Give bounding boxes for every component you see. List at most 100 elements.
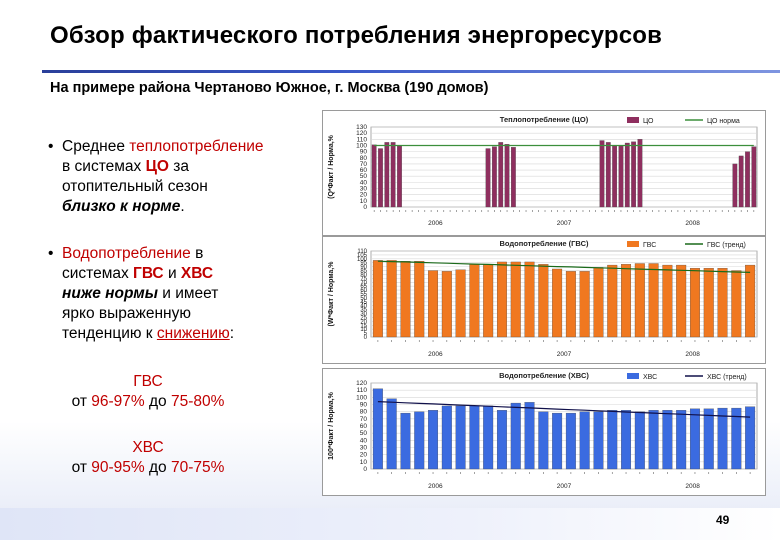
text-emphasis: близко к норме [62, 198, 181, 215]
y-axis-label: 100*Факт / Норма,% [328, 391, 335, 459]
bar [504, 144, 510, 208]
y-tick-label: 15 [360, 323, 367, 329]
legend-swatch [627, 117, 639, 123]
bar [631, 141, 636, 208]
y-axis-label: (W*Факт / Норма,% [328, 261, 335, 327]
text: за [168, 158, 190, 175]
y-tick-label: 80 [360, 272, 367, 278]
bar [372, 260, 383, 338]
bar [386, 398, 397, 470]
bar [648, 263, 659, 338]
bar [605, 142, 611, 208]
y-tick-label: 0 [363, 466, 367, 473]
gvs-from-value: 96-97% [91, 393, 145, 410]
text: от [71, 393, 92, 410]
bullet-line: Водопотребление в [62, 244, 234, 264]
chart-gvs-svg: 0510152025303540455055606570758085909510… [328, 239, 758, 358]
bar [593, 411, 604, 470]
bar [745, 151, 750, 208]
year-label: 2007 [557, 220, 572, 227]
legend-label: ХВС (тренд) [707, 374, 747, 381]
chart-heat: 0 10 20 30 40 50 60 70 80 90 100 110 120 130 (Q*Факт /… [322, 110, 766, 236]
text-highlight: снижению [156, 325, 230, 342]
legend-label: ГВС (тренд) [707, 242, 746, 249]
year-label: 2007 [557, 351, 572, 358]
gvs-label: ГВС [133, 373, 163, 390]
y-tick-label: 30 [360, 186, 368, 193]
bar [751, 146, 757, 208]
y-tick-label: 50 [360, 173, 368, 180]
bar [745, 406, 756, 470]
year-label: 2007 [557, 483, 572, 490]
bar [469, 405, 480, 470]
text: системах [62, 265, 134, 282]
y-tick-label: 5 [364, 331, 368, 337]
bar [455, 269, 466, 338]
bar [378, 148, 383, 208]
bar [492, 146, 497, 208]
y-tick-label: 50 [360, 296, 367, 302]
legend-swatch [627, 241, 639, 247]
y-tick-label: 80 [360, 409, 368, 416]
bar [689, 408, 700, 470]
bar [524, 402, 535, 470]
text: до [144, 459, 171, 476]
bullet-line: в системах ЦО за [62, 157, 264, 177]
bar [676, 410, 687, 470]
y-tick-label: 100 [356, 394, 367, 401]
bar [618, 145, 624, 208]
text-highlight: ЦО [145, 158, 169, 175]
bar [552, 412, 563, 470]
gvs-range: ГВС от 96-97% до 75-80% [48, 372, 248, 412]
year-label: 2006 [428, 483, 443, 490]
y-tick-label: 70 [360, 280, 367, 286]
year-label: 2008 [685, 351, 700, 358]
y-tick-label: 70 [360, 161, 368, 168]
chart-title: Водопотребление (ХВС) [499, 371, 589, 380]
bar [510, 261, 521, 338]
y-tick-label: 90 [360, 402, 368, 409]
legend-label: ЦО [643, 118, 654, 125]
text: тенденцию к [62, 325, 157, 342]
bar [565, 412, 576, 470]
y-tick-label: 95 [360, 261, 367, 267]
bar [731, 407, 742, 470]
plot-area [370, 126, 758, 208]
year-label: 2008 [685, 483, 700, 490]
legend-label: ЦО норма [707, 118, 740, 125]
bar [371, 144, 377, 208]
y-tick-label: 60 [360, 288, 367, 294]
bullet-line: системах ГВС и ХВС [62, 264, 234, 284]
text: в системах [62, 158, 146, 175]
gvs-to-value: 75-80% [170, 393, 225, 410]
bar [637, 139, 643, 208]
bar [621, 264, 632, 338]
hvs-to-value: 70-75% [170, 459, 225, 476]
y-tick-label: 120 [356, 130, 367, 137]
y-tick-label: 0 [364, 335, 368, 341]
bar [390, 142, 396, 208]
bar [612, 145, 617, 208]
bar [511, 147, 516, 208]
text: : [229, 325, 235, 342]
bar [428, 410, 439, 470]
y-tick-label: 100 [356, 142, 367, 149]
bar [386, 260, 397, 338]
bar [745, 264, 756, 338]
bar [648, 410, 659, 470]
y-tick-label: 20 [360, 452, 368, 459]
hvs-from-value: 90-95% [91, 459, 145, 476]
text-emphasis: ниже нормы [62, 285, 158, 302]
text-highlight: ХВС [180, 265, 214, 282]
slide-title: Обзор фактического потребления энергорес… [50, 22, 663, 49]
bar [428, 270, 439, 338]
text: от [71, 459, 92, 476]
text: в [190, 245, 204, 262]
bullet-water: • Водопотребление в системах ГВС и ХВС н… [48, 244, 235, 344]
y-tick-label: 70 [360, 416, 368, 423]
bar [579, 411, 590, 470]
bar [496, 410, 507, 470]
bar [538, 264, 549, 338]
